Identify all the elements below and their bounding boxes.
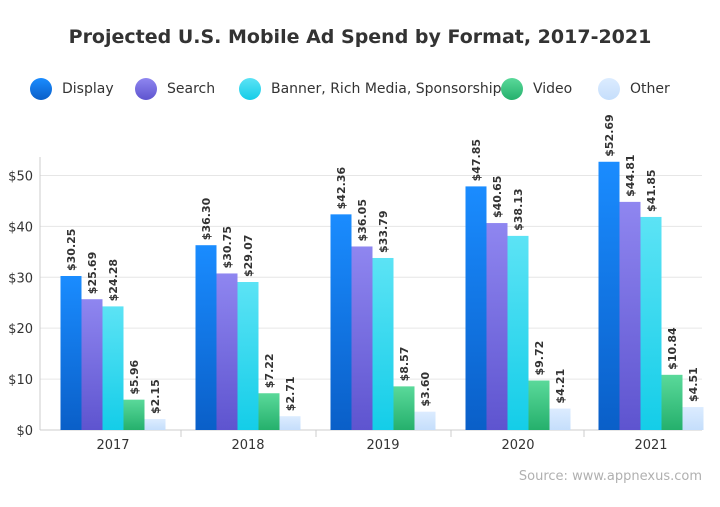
bar: [102, 306, 124, 430]
y-tick-label: $10: [8, 373, 33, 388]
data-label: $30.25: [65, 229, 78, 271]
bar: [619, 201, 641, 430]
x-tick-label: 2018: [231, 438, 264, 453]
chart-legend: Display Search Banner, Rich Media, Sponsor…: [0, 76, 720, 102]
legend-item: Banner, Rich Media, Sponsorship: [239, 76, 502, 102]
x-tick-label: 2017: [96, 438, 129, 453]
y-tick-label: $30: [8, 271, 33, 286]
bar: [549, 408, 571, 430]
y-tick-label: $40: [8, 220, 33, 235]
data-label: $9.72: [533, 341, 546, 376]
legend-label: Banner, Rich Media, Sponsorship: [271, 81, 502, 97]
y-tick-label: $50: [8, 169, 33, 184]
data-label: $24.28: [107, 259, 120, 301]
legend-label: Search: [167, 81, 216, 97]
data-label: $25.69: [86, 252, 99, 294]
bar: [351, 246, 373, 430]
legend-swatch: [501, 78, 523, 100]
data-label: $2.71: [284, 376, 297, 411]
bar: [144, 419, 166, 430]
bar: [372, 257, 394, 430]
data-label: $42.36: [335, 167, 348, 210]
data-label: $33.79: [377, 211, 390, 253]
legend-label: Video: [533, 81, 573, 97]
y-tick-label: $0: [16, 424, 33, 439]
y-tick-label: $20: [8, 322, 33, 337]
chart-title: Projected U.S. Mobile Ad Spend by Format…: [68, 26, 652, 48]
bar: [465, 186, 487, 430]
legend-item: Search: [135, 76, 215, 102]
bar: [486, 223, 508, 430]
legend-swatch: [135, 78, 157, 100]
data-label: $10.84: [666, 327, 679, 370]
data-label: $47.85: [470, 139, 483, 181]
bar: [81, 299, 103, 430]
data-label: $38.13: [512, 188, 525, 230]
bar: [598, 161, 620, 430]
bar: [661, 374, 683, 430]
bar: [279, 416, 301, 430]
data-label: $7.22: [263, 353, 276, 388]
data-label: $36.05: [356, 199, 369, 241]
legend-item: Display: [30, 76, 114, 102]
data-label: $36.30: [200, 197, 213, 240]
bar: [60, 276, 82, 430]
legend-swatch: [598, 78, 620, 100]
source-note: Source: www.appnexus.com: [518, 469, 702, 484]
legend-label: Other: [630, 81, 670, 97]
data-label: $40.65: [491, 176, 504, 218]
legend-item: Video: [501, 76, 572, 102]
data-label: $2.15: [149, 379, 162, 414]
data-label: $3.60: [419, 372, 432, 407]
data-label: $4.51: [687, 367, 700, 402]
bar: [682, 407, 704, 430]
data-label: $8.57: [398, 347, 411, 382]
data-label: $44.81: [624, 154, 637, 196]
bar: [528, 380, 550, 430]
legend-item: Other: [598, 76, 670, 102]
x-tick-label: 2020: [501, 438, 534, 453]
legend-label: Display: [62, 81, 114, 97]
x-tick-label: 2021: [634, 438, 667, 453]
data-label: $52.69: [603, 114, 616, 156]
bar: [195, 245, 217, 430]
data-label: $41.85: [645, 169, 658, 211]
bar: [414, 411, 436, 430]
data-label: $5.96: [128, 360, 141, 395]
bar: [258, 393, 280, 430]
bar: [330, 214, 352, 430]
bar: [237, 282, 259, 430]
bar: [640, 216, 662, 430]
bar: [123, 399, 145, 430]
x-tick-label: 2019: [366, 438, 399, 453]
data-label: $4.21: [554, 369, 567, 404]
legend-swatch: [239, 78, 261, 100]
bar: [216, 273, 238, 430]
legend-swatch: [30, 78, 52, 100]
data-label: $30.75: [221, 226, 234, 268]
data-label: $29.07: [242, 235, 255, 277]
bar: [393, 386, 415, 430]
bar: [507, 235, 529, 430]
